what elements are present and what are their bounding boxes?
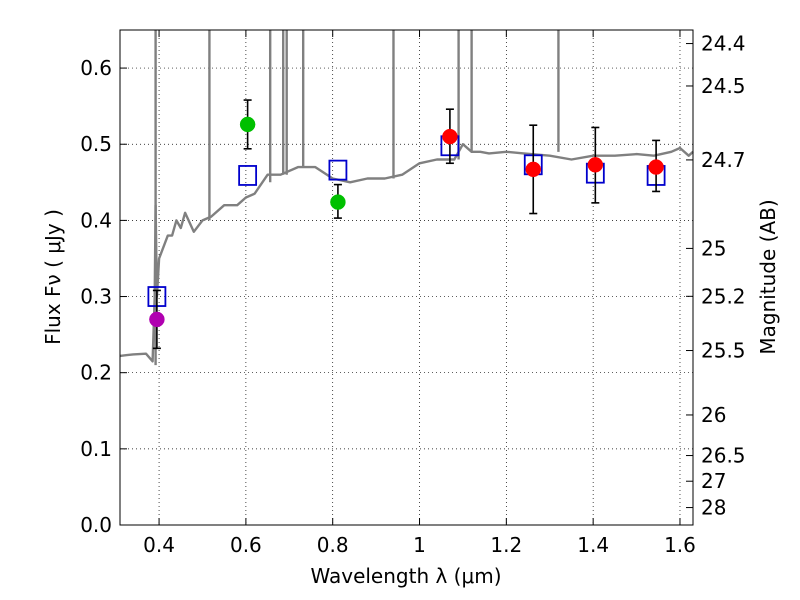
x-tick-label: 1.4 — [577, 533, 609, 557]
y-tick-label: 0.2 — [80, 361, 112, 385]
observed-flux-point — [587, 157, 604, 173]
right-tick-label: 24.4 — [701, 32, 746, 56]
x-tick-label: 1 — [413, 533, 426, 557]
y-tick-label: 0.3 — [80, 285, 112, 309]
observed-flux-point — [525, 161, 542, 178]
ticks: 0.4 0.6 0.8 1 1.2 1.4 1.6 0.0 0.1 0.2 0.3 0.4 0.5 0.6… — [80, 30, 746, 557]
y-tick-label: 0.0 — [80, 513, 112, 537]
y-tick-label: 0.6 — [80, 56, 112, 80]
right-tick-label: 26 — [701, 403, 726, 427]
plot-frame — [119, 29, 694, 526]
y-axis-label: Flux Fν ( μJy ) — [41, 209, 65, 345]
right-tick-label: 25.5 — [701, 339, 746, 363]
x-tick-label: 1.2 — [490, 533, 522, 557]
x-tick-label: 0.4 — [143, 533, 175, 557]
right-tick-label: 26.5 — [701, 444, 746, 468]
model-photometry-square — [238, 165, 258, 186]
right-axis-label: Magnitude (AB) — [756, 199, 780, 354]
observed-flux-point — [330, 194, 346, 210]
x-tick-label: 0.6 — [230, 533, 262, 557]
observed-flux-point — [648, 159, 664, 175]
observed-flux-point — [149, 311, 165, 328]
right-tick-label: 25 — [701, 236, 726, 260]
x-tick-label: 0.8 — [317, 533, 349, 557]
right-tick-label: 28 — [701, 496, 726, 520]
y-tick-label: 0.1 — [80, 437, 112, 461]
y-tick-label: 0.4 — [80, 208, 112, 232]
spectrum-line — [119, 142, 694, 363]
plot-data — [119, 30, 694, 366]
right-tick-label: 24.5 — [701, 74, 746, 98]
x-axis-label: Wavelength λ (μm) — [310, 564, 501, 588]
model-photometry-square — [328, 159, 348, 181]
right-tick-label: 25.2 — [701, 284, 746, 308]
grid — [120, 30, 693, 526]
y-tick-label: 0.5 — [80, 132, 112, 156]
right-tick-label: 24.7 — [701, 148, 746, 172]
observed-flux-point — [442, 128, 458, 145]
x-tick-label: 1.6 — [664, 533, 696, 557]
right-tick-label: 27 — [701, 469, 726, 493]
observed-flux-point — [239, 116, 256, 133]
